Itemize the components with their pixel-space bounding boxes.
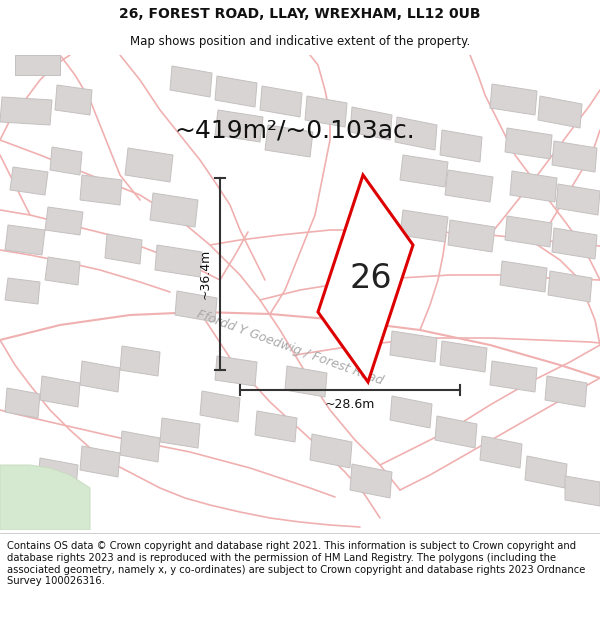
Polygon shape	[155, 245, 202, 277]
Polygon shape	[350, 464, 392, 498]
Polygon shape	[5, 388, 40, 418]
Polygon shape	[160, 418, 200, 448]
Polygon shape	[525, 456, 567, 488]
Polygon shape	[5, 468, 40, 499]
Polygon shape	[548, 271, 592, 302]
Polygon shape	[310, 434, 352, 468]
Polygon shape	[305, 96, 347, 127]
Polygon shape	[38, 458, 78, 489]
Polygon shape	[215, 76, 257, 107]
Polygon shape	[390, 396, 432, 428]
Polygon shape	[538, 96, 582, 128]
Polygon shape	[200, 391, 240, 422]
Text: Map shows position and indicative extent of the property.: Map shows position and indicative extent…	[130, 35, 470, 48]
Polygon shape	[552, 141, 597, 172]
Polygon shape	[285, 366, 327, 397]
Polygon shape	[480, 436, 522, 468]
Polygon shape	[435, 416, 477, 448]
Polygon shape	[120, 346, 160, 376]
Polygon shape	[175, 291, 217, 322]
Text: ~419m²/~0.103ac.: ~419m²/~0.103ac.	[175, 118, 415, 142]
Polygon shape	[215, 110, 263, 142]
Polygon shape	[440, 130, 482, 162]
Polygon shape	[500, 261, 547, 292]
Polygon shape	[490, 84, 537, 115]
Polygon shape	[125, 148, 173, 182]
Text: Ffordd Y Goedwig / Forest Road: Ffordd Y Goedwig / Forest Road	[195, 308, 385, 388]
Polygon shape	[545, 376, 587, 407]
Polygon shape	[395, 117, 437, 150]
Polygon shape	[400, 210, 448, 242]
Polygon shape	[552, 228, 597, 259]
Polygon shape	[490, 361, 537, 392]
Polygon shape	[15, 55, 60, 75]
Text: 26: 26	[349, 262, 392, 295]
Polygon shape	[260, 86, 302, 117]
Polygon shape	[505, 128, 552, 159]
Polygon shape	[80, 175, 122, 205]
Polygon shape	[170, 66, 212, 97]
Polygon shape	[5, 278, 40, 304]
Polygon shape	[440, 341, 487, 372]
Polygon shape	[350, 107, 392, 140]
Polygon shape	[50, 147, 82, 175]
Polygon shape	[40, 376, 80, 407]
Polygon shape	[105, 234, 142, 264]
Polygon shape	[5, 225, 45, 255]
Polygon shape	[510, 171, 557, 202]
Polygon shape	[45, 257, 80, 285]
Polygon shape	[505, 216, 552, 247]
Polygon shape	[448, 220, 495, 252]
Polygon shape	[390, 331, 437, 362]
Polygon shape	[318, 175, 413, 382]
Polygon shape	[10, 167, 48, 195]
Polygon shape	[55, 85, 92, 115]
Polygon shape	[45, 207, 83, 235]
Polygon shape	[255, 411, 297, 442]
Text: ~36.4m: ~36.4m	[199, 249, 212, 299]
Polygon shape	[400, 155, 448, 187]
Text: Contains OS data © Crown copyright and database right 2021. This information is : Contains OS data © Crown copyright and d…	[7, 541, 586, 586]
Polygon shape	[445, 170, 493, 202]
Text: 26, FOREST ROAD, LLAY, WREXHAM, LL12 0UB: 26, FOREST ROAD, LLAY, WREXHAM, LL12 0UB	[119, 7, 481, 21]
Polygon shape	[0, 465, 90, 530]
Text: ~28.6m: ~28.6m	[325, 398, 375, 411]
Polygon shape	[0, 97, 52, 125]
Polygon shape	[565, 476, 600, 506]
Polygon shape	[120, 431, 160, 462]
Polygon shape	[215, 356, 257, 386]
Polygon shape	[80, 361, 120, 392]
Polygon shape	[80, 446, 120, 477]
Polygon shape	[150, 193, 198, 227]
Polygon shape	[556, 184, 600, 215]
Polygon shape	[265, 125, 313, 157]
